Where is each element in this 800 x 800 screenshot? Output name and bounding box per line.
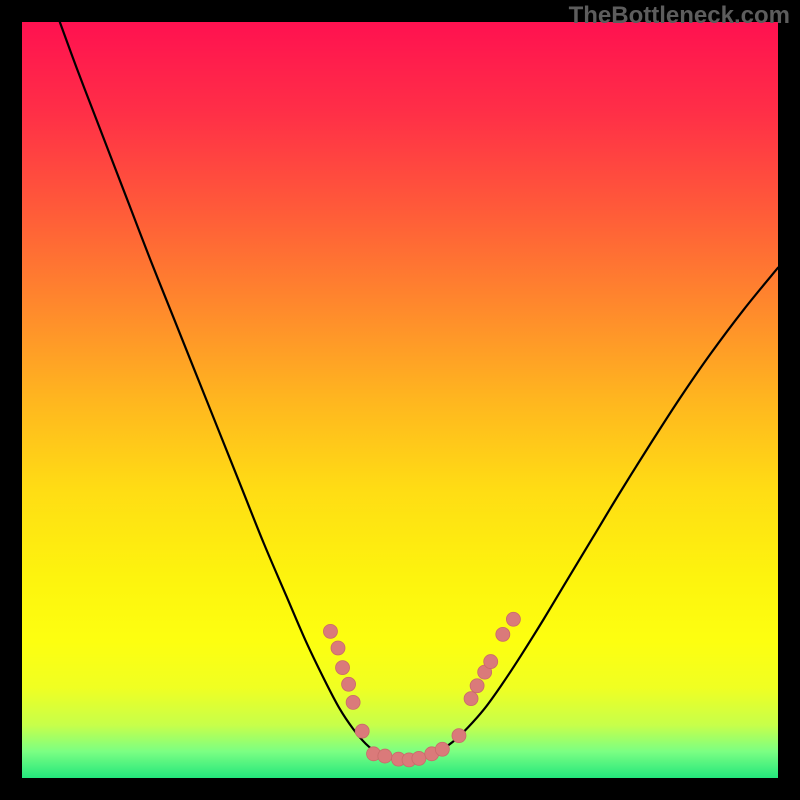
marker-dot — [378, 749, 392, 763]
marker-dot — [355, 724, 369, 738]
marker-dot — [342, 677, 356, 691]
marker-dot — [452, 729, 466, 743]
marker-dot — [323, 624, 337, 638]
marker-dot — [506, 612, 520, 626]
watermark-text: TheBottleneck.com — [569, 2, 790, 30]
marker-dot — [484, 655, 498, 669]
plot-area — [22, 22, 778, 778]
marker-dot — [412, 751, 426, 765]
bottleneck-curve — [60, 22, 778, 760]
marker-dot — [336, 661, 350, 675]
marker-dot — [435, 742, 449, 756]
marker-dot — [496, 627, 510, 641]
marker-dot — [331, 641, 345, 655]
marker-dot — [470, 679, 484, 693]
marker-dot — [346, 695, 360, 709]
marker-dot — [464, 692, 478, 706]
curve-layer — [22, 22, 778, 778]
